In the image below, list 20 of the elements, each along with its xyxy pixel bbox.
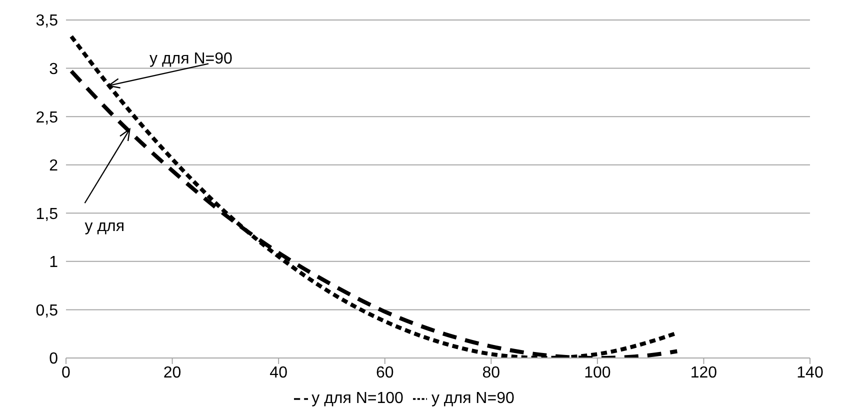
y-tick-label: 1 xyxy=(49,254,58,272)
y-tick-label: 0,5 xyxy=(36,302,58,320)
x-tick-label: 120 xyxy=(690,364,718,382)
x-tick-label: 100 xyxy=(584,364,611,382)
y-tick-label: 3 xyxy=(49,60,58,78)
y-tick-label: 2 xyxy=(49,158,58,175)
x-tick-label: 80 xyxy=(482,364,500,382)
annotation: y для xyxy=(84,218,125,236)
y-tick-label: 2,5 xyxy=(36,109,58,126)
legend-label: y для N=90 xyxy=(431,390,514,407)
y-tick-label: 3,5 xyxy=(36,12,58,30)
legend-label: y для N=100 xyxy=(312,390,404,407)
y-tick-label: 0 xyxy=(49,350,58,368)
annotation: y для N=90 xyxy=(150,50,233,68)
x-tick-label: 20 xyxy=(163,364,182,382)
x-tick-label: 60 xyxy=(376,364,394,382)
x-tick-label: 140 xyxy=(796,364,824,382)
y-tick-label: 1,5 xyxy=(36,206,58,223)
x-tick-label: 40 xyxy=(270,364,288,382)
x-tick-label: 0 xyxy=(62,364,71,382)
